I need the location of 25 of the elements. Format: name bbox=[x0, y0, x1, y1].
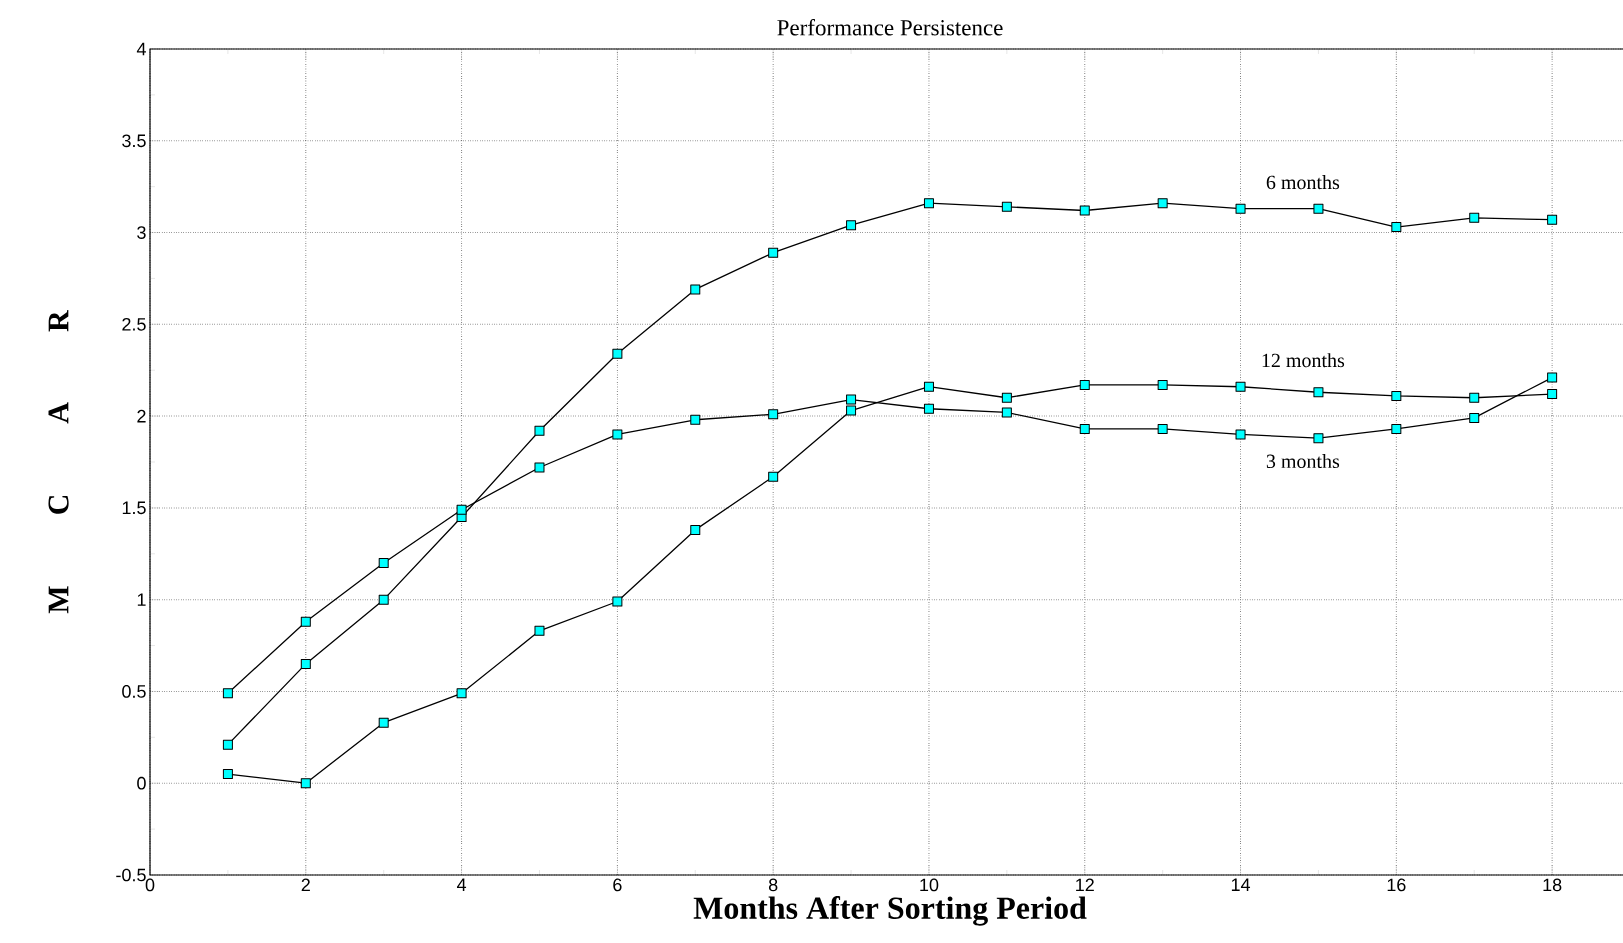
series-label: 6 months bbox=[1266, 175, 1340, 190]
y-axis-title: M C A R bbox=[48, 310, 69, 614]
series-label: 12 months bbox=[1262, 353, 1345, 368]
y-tick-label: 0.5 bbox=[122, 685, 146, 698]
y-tick-label: -0.5 bbox=[116, 868, 146, 882]
y-tick-label: 3.5 bbox=[122, 134, 146, 148]
x-axis-title: Months After Sorting Period bbox=[693, 896, 1087, 926]
x-tick-label: 4 bbox=[456, 878, 467, 891]
series-label: 3 months bbox=[1266, 453, 1340, 469]
x-tick-label: 14 bbox=[1231, 878, 1251, 891]
x-tick-label: 18 bbox=[1543, 878, 1562, 892]
x-tick-label: 10 bbox=[920, 878, 939, 892]
x-tick-label: 2 bbox=[301, 878, 310, 892]
y-tick-label: 4 bbox=[136, 42, 146, 56]
x-tick-label: 12 bbox=[1076, 878, 1094, 892]
y-tick-label: 1 bbox=[137, 593, 146, 606]
y-tick-label: 2 bbox=[137, 409, 146, 423]
x-tick-label: 8 bbox=[768, 878, 778, 892]
y-tick-label: 2.5 bbox=[122, 317, 146, 331]
chart-title: Performance Persistence bbox=[777, 19, 1003, 36]
y-tick-label: 3 bbox=[137, 226, 146, 239]
x-tick-label: 16 bbox=[1387, 878, 1406, 892]
y-tick-label: 0 bbox=[137, 776, 146, 790]
x-tick-label: 6 bbox=[613, 878, 622, 892]
y-tick-label: 1.5 bbox=[122, 501, 146, 515]
